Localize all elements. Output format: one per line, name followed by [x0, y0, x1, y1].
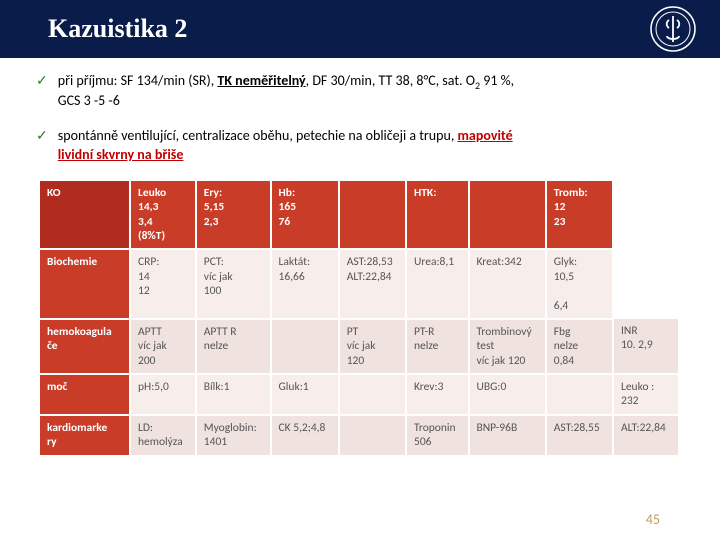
content-area: ✓ při příjmu: SF 134/min (SR), TK neměři… — [0, 58, 720, 165]
table-cell: Fbgnelze0,84 — [546, 319, 613, 374]
table-cell: hemokoagulače — [40, 319, 130, 374]
b1-mid2: 91 %, — [480, 72, 514, 89]
table-cell: Glyk:10,56,4 — [546, 249, 613, 319]
table-cell: INR10. 2,9 — [613, 319, 679, 374]
b1-bold: TK neměřitelný — [217, 72, 305, 89]
table-row: hemokoagulačeAPTTvíc jak200APTT Rnelze PT… — [40, 319, 679, 374]
table-cell: ALT:22,84 — [613, 415, 679, 456]
table-cell: kardiomarkery — [40, 415, 130, 456]
table-cell — [469, 181, 546, 250]
bullet-2-text: spontánně ventilující, centralizace oběh… — [58, 127, 513, 165]
table-cell: Troponin506 — [406, 415, 469, 456]
b2-red2: lividní skvrny na břiše — [58, 146, 184, 163]
table-cell: BNP-96B — [469, 415, 546, 456]
table-cell: Ery:5,152,3 — [196, 181, 271, 250]
table-cell: KO — [40, 181, 130, 250]
table-cell — [339, 374, 406, 415]
table-cell — [339, 415, 406, 456]
table-cell: PT-Rnelze — [406, 319, 469, 374]
bullet-2: ✓ spontánně ventilující, centralizace ob… — [36, 127, 684, 165]
table-cell: Kreat:342 — [469, 249, 546, 319]
table-row: kardiomarkeryLD:hemolýzaMyoglobin:1401CK… — [40, 415, 679, 456]
bullet-1: ✓ při příjmu: SF 134/min (SR), TK neměři… — [36, 72, 684, 111]
table-cell: pH:5,0 — [130, 374, 196, 415]
table-cell: AST:28,55 — [546, 415, 613, 456]
table-cell: HTK: — [406, 181, 469, 250]
table-cell: Krev:3 — [406, 374, 469, 415]
table-cell: LD:hemolýza — [130, 415, 196, 456]
slide-title: Kazuistika 2 — [48, 14, 187, 44]
table-cell: Trombinovýtestvíc jak 120 — [469, 319, 546, 374]
b1-mid1: , DF 30/min, TT 38, 8°C, sat. O — [306, 72, 475, 89]
university-logo — [650, 6, 696, 52]
b1-prefix: při příjmu: SF 134/min (SR), — [58, 72, 218, 89]
check-icon: ✓ — [36, 127, 48, 146]
b2-red1: mapovité — [458, 127, 513, 144]
table-cell: moč — [40, 374, 130, 415]
table-row: BiochemieCRP:1412PCT:víc jak100Laktát:16… — [40, 249, 679, 319]
b1-line2: GCS 3 -5 -6 — [58, 92, 120, 109]
check-icon: ✓ — [36, 72, 48, 91]
table-cell: Myoglobin:1401 — [196, 415, 271, 456]
table-cell: Leuko :232 — [613, 374, 679, 415]
table-cell: Bílk:1 — [196, 374, 271, 415]
table-cell: CRP:1412 — [130, 249, 196, 319]
table-cell: Biochemie — [40, 249, 130, 319]
lab-table-wrap: KOLeuko14,33,4(8%T)Ery:5,152,3Hb:16576 HT… — [0, 181, 720, 457]
b2-prefix: spontánně ventilující, centralizace oběh… — [58, 127, 458, 144]
table-cell: Leuko14,33,4(8%T) — [130, 181, 196, 250]
slide-header: Kazuistika 2 — [0, 0, 720, 58]
table-cell — [546, 374, 613, 415]
table-cell: CK 5,2;4,8 — [271, 415, 339, 456]
table-cell: Hb:16576 — [271, 181, 339, 250]
table-cell: Urea:8,1 — [406, 249, 469, 319]
table-row: močpH:5,0Bílk:1Gluk:1 Krev:3UBG:0 Leuko :2… — [40, 374, 679, 415]
table-cell: APTTvíc jak200 — [130, 319, 196, 374]
table-cell: Tromb:1223 — [546, 181, 613, 250]
table-cell: PTvíc jak120 — [339, 319, 406, 374]
page-number: 45 — [646, 511, 660, 528]
table-cell: AST:28,53ALT:22,84 — [339, 249, 406, 319]
table-row: KOLeuko14,33,4(8%T)Ery:5,152,3Hb:16576 HT… — [40, 181, 679, 250]
bullet-1-text: při příjmu: SF 134/min (SR), TK neměřite… — [58, 72, 514, 111]
table-cell: UBG:0 — [469, 374, 546, 415]
lab-table: KOLeuko14,33,4(8%T)Ery:5,152,3Hb:16576 HT… — [40, 181, 680, 457]
table-cell: APTT Rnelze — [196, 319, 271, 374]
table-cell: Gluk:1 — [271, 374, 339, 415]
table-cell — [271, 319, 339, 374]
table-cell: PCT:víc jak100 — [196, 249, 271, 319]
table-cell: Laktát:16,66 — [271, 249, 339, 319]
table-cell — [339, 181, 406, 250]
